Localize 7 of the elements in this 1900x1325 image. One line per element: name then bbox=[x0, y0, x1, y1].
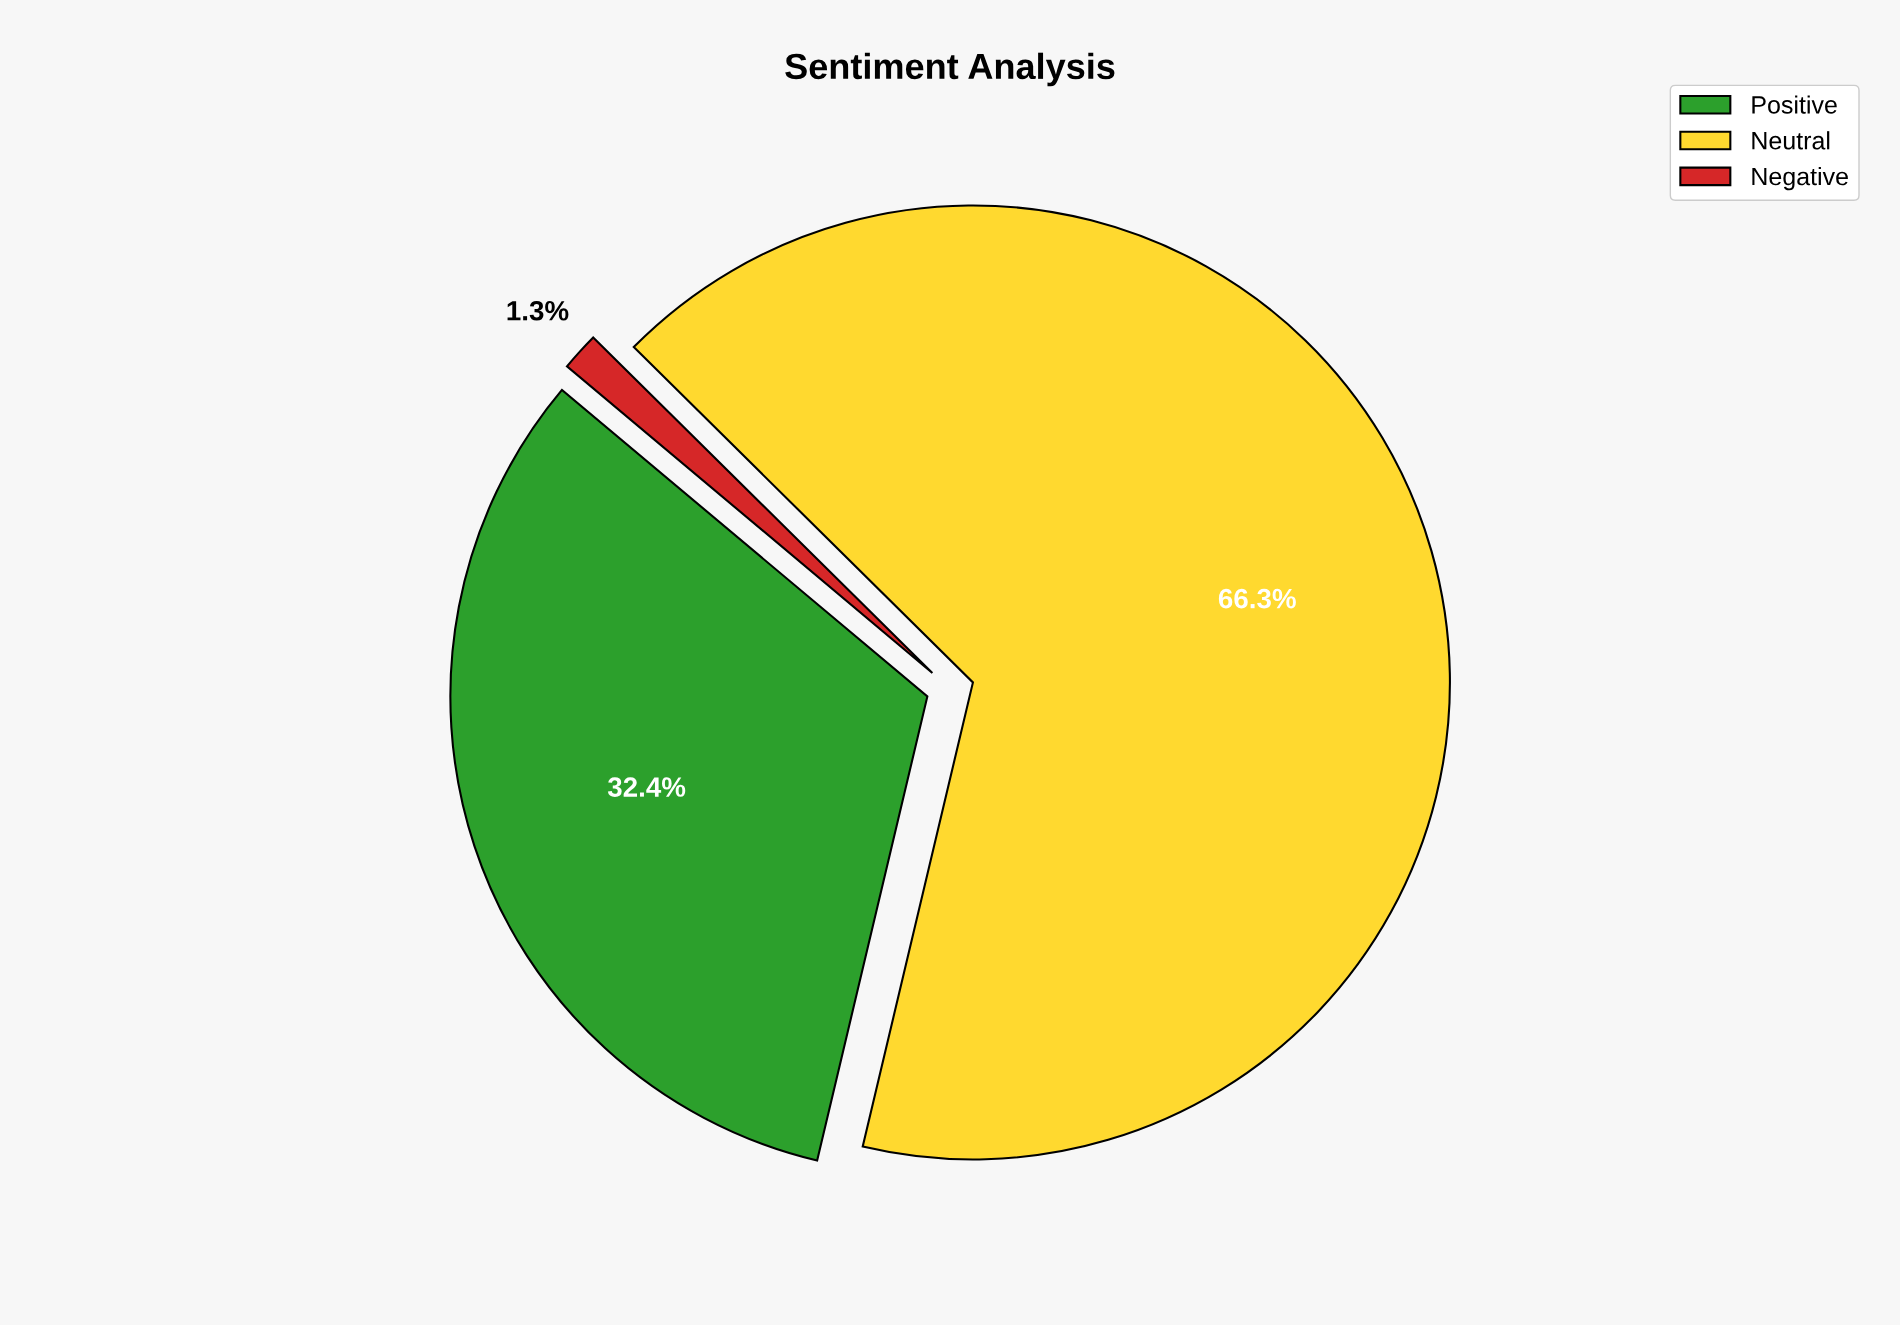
data-label: 66.3% bbox=[1218, 588, 1296, 609]
data-label: 1.3% bbox=[507, 300, 569, 321]
legend-label: Negative bbox=[1752, 166, 1848, 191]
legend-label: Positive bbox=[1752, 95, 1837, 114]
legend-label: Neutral bbox=[1752, 131, 1830, 150]
data-label: 32.4% bbox=[607, 777, 686, 797]
chart-title: Sentiment Analysis bbox=[785, 52, 1115, 87]
